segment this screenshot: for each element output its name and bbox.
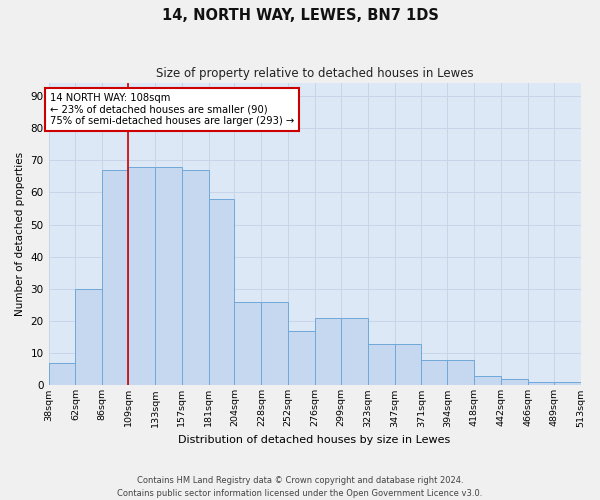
Bar [102,170,128,386]
Text: 14, NORTH WAY, LEWES, BN7 1DS: 14, NORTH WAY, LEWES, BN7 1DS [161,8,439,22]
Bar [421,360,447,386]
Bar [368,344,395,386]
Bar [315,318,341,386]
Bar [49,363,76,386]
Bar [341,318,368,386]
Bar [262,302,288,386]
Bar [235,302,262,386]
Bar [76,289,102,386]
Y-axis label: Number of detached properties: Number of detached properties [15,152,25,316]
Bar [288,330,315,386]
Bar [528,382,554,386]
X-axis label: Distribution of detached houses by size in Lewes: Distribution of detached houses by size … [178,435,451,445]
Bar [474,376,501,386]
Bar [155,166,182,386]
Bar [209,199,235,386]
Bar [447,360,474,386]
Bar [182,170,209,386]
Bar [501,379,528,386]
Text: 14 NORTH WAY: 108sqm
← 23% of detached houses are smaller (90)
75% of semi-detac: 14 NORTH WAY: 108sqm ← 23% of detached h… [50,92,294,126]
Text: Contains HM Land Registry data © Crown copyright and database right 2024.
Contai: Contains HM Land Registry data © Crown c… [118,476,482,498]
Bar [128,166,155,386]
Bar [554,382,581,386]
Bar [395,344,421,386]
Title: Size of property relative to detached houses in Lewes: Size of property relative to detached ho… [156,68,473,80]
